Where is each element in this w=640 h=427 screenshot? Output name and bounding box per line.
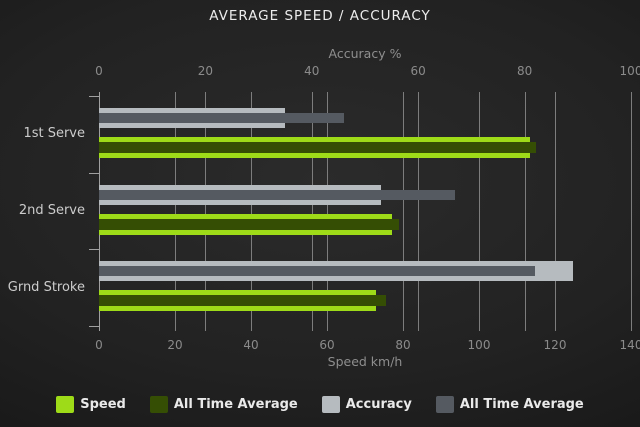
gridline: [479, 92, 480, 331]
gridline: [418, 92, 420, 331]
legend-item-speed-speed[interactable]: Speed: [56, 396, 126, 413]
gridline: [175, 92, 176, 331]
gridline: [403, 92, 404, 331]
speed-tick-label: 80: [395, 338, 411, 352]
category-label-grnd-stroke: Grnd Stroke: [7, 279, 85, 295]
legend-label: All Time Average: [459, 397, 584, 412]
category-band-grnd-stroke: [99, 249, 631, 326]
speed-tick-label: 20: [167, 338, 183, 352]
gridline: [251, 92, 252, 331]
legend-swatch-icon: [56, 396, 75, 413]
category-label-1st-serve: 1st Serve: [23, 126, 85, 142]
accuracy-tick-label: 20: [197, 64, 214, 78]
gridline: [205, 92, 207, 331]
category-axis-tick: [89, 172, 99, 174]
accuracy-tick-label: 100: [619, 64, 640, 78]
speed-tick-label: 40: [243, 338, 259, 352]
legend-item-all-time-average-speed[interactable]: All Time Average: [149, 396, 298, 413]
gridline: [631, 92, 632, 331]
bar-speed-all-time-average[interactable]: [99, 142, 536, 153]
category-axis-tick: [89, 249, 99, 251]
accuracy-tick-label: 60: [410, 64, 426, 78]
speed-axis-title: Speed km/h: [327, 354, 403, 369]
category-axis-line: [99, 92, 100, 331]
speed-tick-label: 140: [619, 338, 640, 352]
accuracy-tick-label: 0: [95, 64, 103, 78]
bar-speed-all-time-average[interactable]: [99, 295, 386, 307]
gridline: [327, 92, 328, 331]
speed-tick-label: 120: [543, 338, 567, 352]
category-band-1st-serve: [99, 96, 631, 173]
bar-accuracy-all-time-average[interactable]: [99, 266, 536, 277]
category-axis-tick: [89, 326, 99, 327]
legend-item-accuracy-accuracy[interactable]: Accuracy: [321, 396, 412, 413]
speed-tick-label: 0: [95, 338, 103, 352]
gridline: [555, 92, 556, 331]
legend-swatch-icon: [321, 396, 340, 413]
bar-accuracy-all-time-average[interactable]: [99, 189, 456, 200]
grid-layer: [99, 92, 632, 331]
legend-item-all-time-average-accuracy[interactable]: All Time Average: [435, 396, 584, 413]
gridline: [311, 92, 313, 331]
category-band-2nd-serve: [99, 173, 631, 250]
legend: Speed All Time Average Accuracy All Time Av…: [0, 396, 640, 413]
legend-label: All Time Average: [173, 397, 298, 412]
accuracy-tick-label: 40: [304, 64, 320, 78]
bar-speed-all-time-average[interactable]: [99, 218, 400, 230]
legend-label: Speed: [80, 397, 126, 412]
chart-title: AVERAGE SPEED / ACCURACY: [209, 8, 431, 24]
category-axis-tick: [89, 96, 99, 97]
accuracy-tick-label: 80: [516, 64, 533, 78]
speed-tick-label: 60: [319, 338, 335, 352]
bar-accuracy-all-time-average[interactable]: [99, 113, 344, 123]
gridline: [524, 92, 526, 331]
legend-label: Accuracy: [345, 397, 412, 412]
legend-swatch-icon: [435, 396, 454, 413]
legend-swatch-icon: [149, 396, 168, 413]
speed-tick-label: 100: [467, 338, 491, 352]
accuracy-axis-title: Accuracy %: [328, 46, 402, 61]
category-label-2nd-serve: 2nd Serve: [18, 203, 85, 218]
